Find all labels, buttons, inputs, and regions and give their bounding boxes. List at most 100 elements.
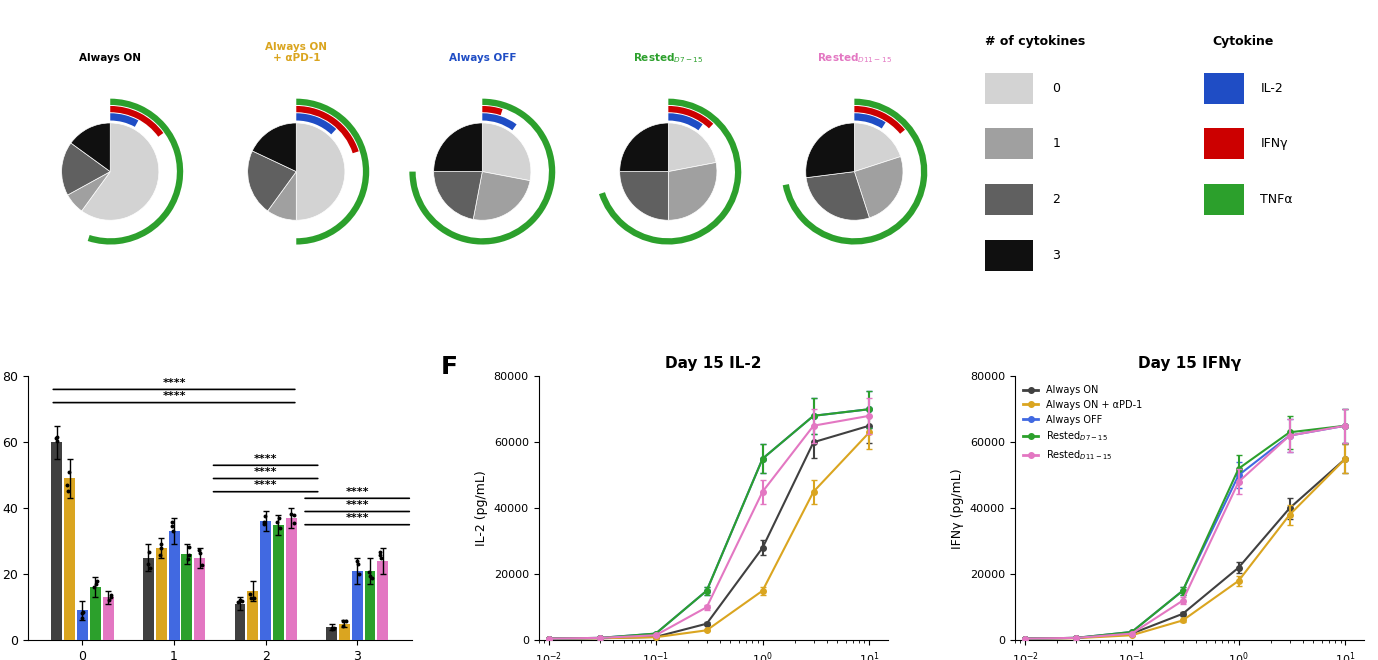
Point <box>335 616 357 626</box>
Point <box>99 591 121 602</box>
Point <box>83 582 105 593</box>
Text: ****: **** <box>254 480 277 490</box>
FancyBboxPatch shape <box>1204 73 1244 104</box>
Wedge shape <box>620 172 668 220</box>
Point <box>369 546 391 557</box>
Point <box>99 590 121 601</box>
FancyBboxPatch shape <box>984 73 1032 104</box>
Legend: Always ON, Always ON + αPD-1, Always OFF, Rested$_{D7-15}$, Rested$_{D11-15}$: Always ON, Always ON + αPD-1, Always OFF… <box>1020 381 1146 466</box>
Point <box>56 479 79 490</box>
Point <box>280 509 302 519</box>
Point <box>254 519 276 529</box>
Wedge shape <box>668 106 714 128</box>
Point <box>361 572 383 583</box>
Text: F: F <box>441 355 457 379</box>
Bar <box>77 610 88 640</box>
Point <box>58 466 80 477</box>
Point <box>232 595 254 606</box>
Point <box>138 558 160 569</box>
Text: 3: 3 <box>1053 249 1061 262</box>
FancyBboxPatch shape <box>1204 184 1244 215</box>
FancyBboxPatch shape <box>984 240 1032 271</box>
Wedge shape <box>482 114 517 130</box>
Y-axis label: IL-2 (pg/mL): IL-2 (pg/mL) <box>475 471 488 546</box>
Point <box>321 622 343 633</box>
Point <box>45 431 68 442</box>
Wedge shape <box>296 106 358 153</box>
Wedge shape <box>110 106 164 137</box>
Bar <box>234 604 245 640</box>
Wedge shape <box>88 98 183 245</box>
Bar <box>90 587 101 640</box>
Point <box>243 593 265 603</box>
Text: IL-2: IL-2 <box>1261 82 1283 94</box>
Wedge shape <box>854 156 903 218</box>
Text: IFNγ: IFNγ <box>1261 137 1288 150</box>
Wedge shape <box>854 114 886 129</box>
Text: ****: **** <box>346 513 369 523</box>
Wedge shape <box>296 98 369 245</box>
Bar <box>273 525 284 640</box>
Wedge shape <box>668 123 717 172</box>
Point <box>332 616 354 626</box>
Point <box>347 559 369 570</box>
Y-axis label: IFNγ (pg/mL): IFNγ (pg/mL) <box>951 468 965 548</box>
Bar <box>143 558 154 640</box>
Point <box>269 523 291 533</box>
Wedge shape <box>81 123 158 220</box>
Wedge shape <box>296 123 344 220</box>
Wedge shape <box>434 123 482 172</box>
Point <box>254 510 276 521</box>
Wedge shape <box>434 172 482 219</box>
Point <box>369 553 391 564</box>
Title: Always ON
+ αPD-1: Always ON + αPD-1 <box>266 42 327 63</box>
Text: 2: 2 <box>1053 193 1061 206</box>
Bar <box>365 571 375 640</box>
Wedge shape <box>599 98 741 245</box>
Point <box>98 595 120 606</box>
Wedge shape <box>482 106 503 115</box>
Bar <box>260 521 271 640</box>
Wedge shape <box>854 123 901 172</box>
Bar <box>327 627 338 640</box>
Point <box>358 567 380 578</box>
Text: ****: **** <box>254 453 277 463</box>
Point <box>266 517 288 527</box>
Wedge shape <box>68 172 110 211</box>
Point <box>187 545 209 556</box>
Title: Day 15 IL-2: Day 15 IL-2 <box>666 356 762 371</box>
Bar <box>378 561 389 640</box>
Text: # of cytokines: # of cytokines <box>984 36 1084 48</box>
Wedge shape <box>252 123 296 172</box>
Title: Day 15 IFNγ: Day 15 IFNγ <box>1138 356 1242 371</box>
Point <box>282 517 305 528</box>
Wedge shape <box>473 172 531 220</box>
Wedge shape <box>248 151 296 211</box>
Text: ****: **** <box>163 391 186 401</box>
Point <box>322 622 344 633</box>
Bar <box>182 554 193 640</box>
Bar <box>168 531 179 640</box>
Point <box>178 553 200 564</box>
Text: ****: **** <box>254 467 277 477</box>
Bar <box>285 518 296 640</box>
Point <box>321 624 343 634</box>
Text: Cytokine: Cytokine <box>1213 36 1273 48</box>
Bar <box>248 591 258 640</box>
Text: ****: **** <box>346 486 369 496</box>
Point <box>149 550 171 561</box>
Text: ****: **** <box>163 378 186 387</box>
Wedge shape <box>482 123 531 181</box>
Text: TNFα: TNFα <box>1261 193 1293 206</box>
Bar <box>103 597 113 640</box>
Title: Rested$_{D11-15}$: Rested$_{D11-15}$ <box>817 51 892 65</box>
Wedge shape <box>409 98 555 245</box>
Text: 0: 0 <box>1053 82 1061 94</box>
Point <box>190 560 212 571</box>
Point <box>178 550 200 560</box>
Wedge shape <box>668 162 717 220</box>
Point <box>87 576 109 586</box>
Title: Always ON: Always ON <box>80 53 141 63</box>
Bar <box>51 442 62 640</box>
Point <box>139 562 161 573</box>
